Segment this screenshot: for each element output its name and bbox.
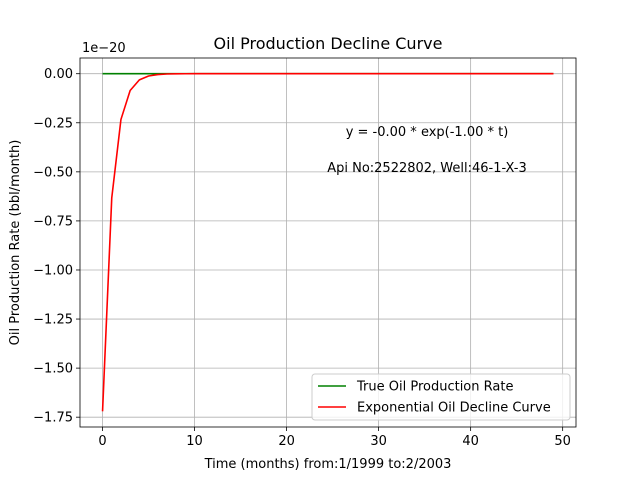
decline-curve-line [101, 72, 554, 412]
x-tick-label: 0 [98, 434, 106, 449]
y-offset-text: 1e−20 [82, 41, 126, 56]
y-tick-label: −0.50 [33, 165, 73, 180]
x-tick-label: 30 [370, 434, 387, 449]
y-tick-label: 0.00 [44, 67, 73, 82]
x-tick-label: 20 [278, 434, 295, 449]
plot-frame [79, 57, 577, 428]
x-tick-label: 40 [462, 434, 479, 449]
y-tick-label: −1.75 [33, 411, 73, 426]
x-axis-label: Time (months) from:1/1999 to:2/2003 [204, 457, 452, 472]
y-tick-label: −1.50 [33, 362, 73, 377]
legend: True Oil Production Rate Exponential Oil… [311, 373, 571, 421]
well-annotation: Api No:2522802, Well:46-1-X-3 [327, 161, 527, 176]
x-tick-label: 10 [186, 434, 203, 449]
ticks: 0 10 20 30 40 50 0.00 −0.25 −0.50 −0.75 −1.00 −1.25… [33, 67, 571, 449]
chart-title: Oil Production Decline Curve [214, 34, 443, 53]
y-tick-label: −1.25 [33, 313, 73, 328]
y-axis-label: Oil Production Rate (bbl/month) [8, 140, 23, 346]
grid [80, 58, 576, 427]
legend-label-decline-curve: Exponential Oil Decline Curve [357, 401, 551, 416]
legend-box [311, 373, 571, 421]
series-layer [101, 72, 554, 412]
legend-label-true-rate: True Oil Production Rate [356, 380, 513, 395]
x-tick-label: 50 [554, 434, 571, 449]
y-tick-label: −1.00 [33, 263, 73, 278]
equation-annotation: y = -0.00 * exp(-1.00 * t) [346, 125, 509, 140]
y-tick-label: −0.25 [33, 116, 73, 131]
y-tick-label: −0.75 [33, 214, 73, 229]
